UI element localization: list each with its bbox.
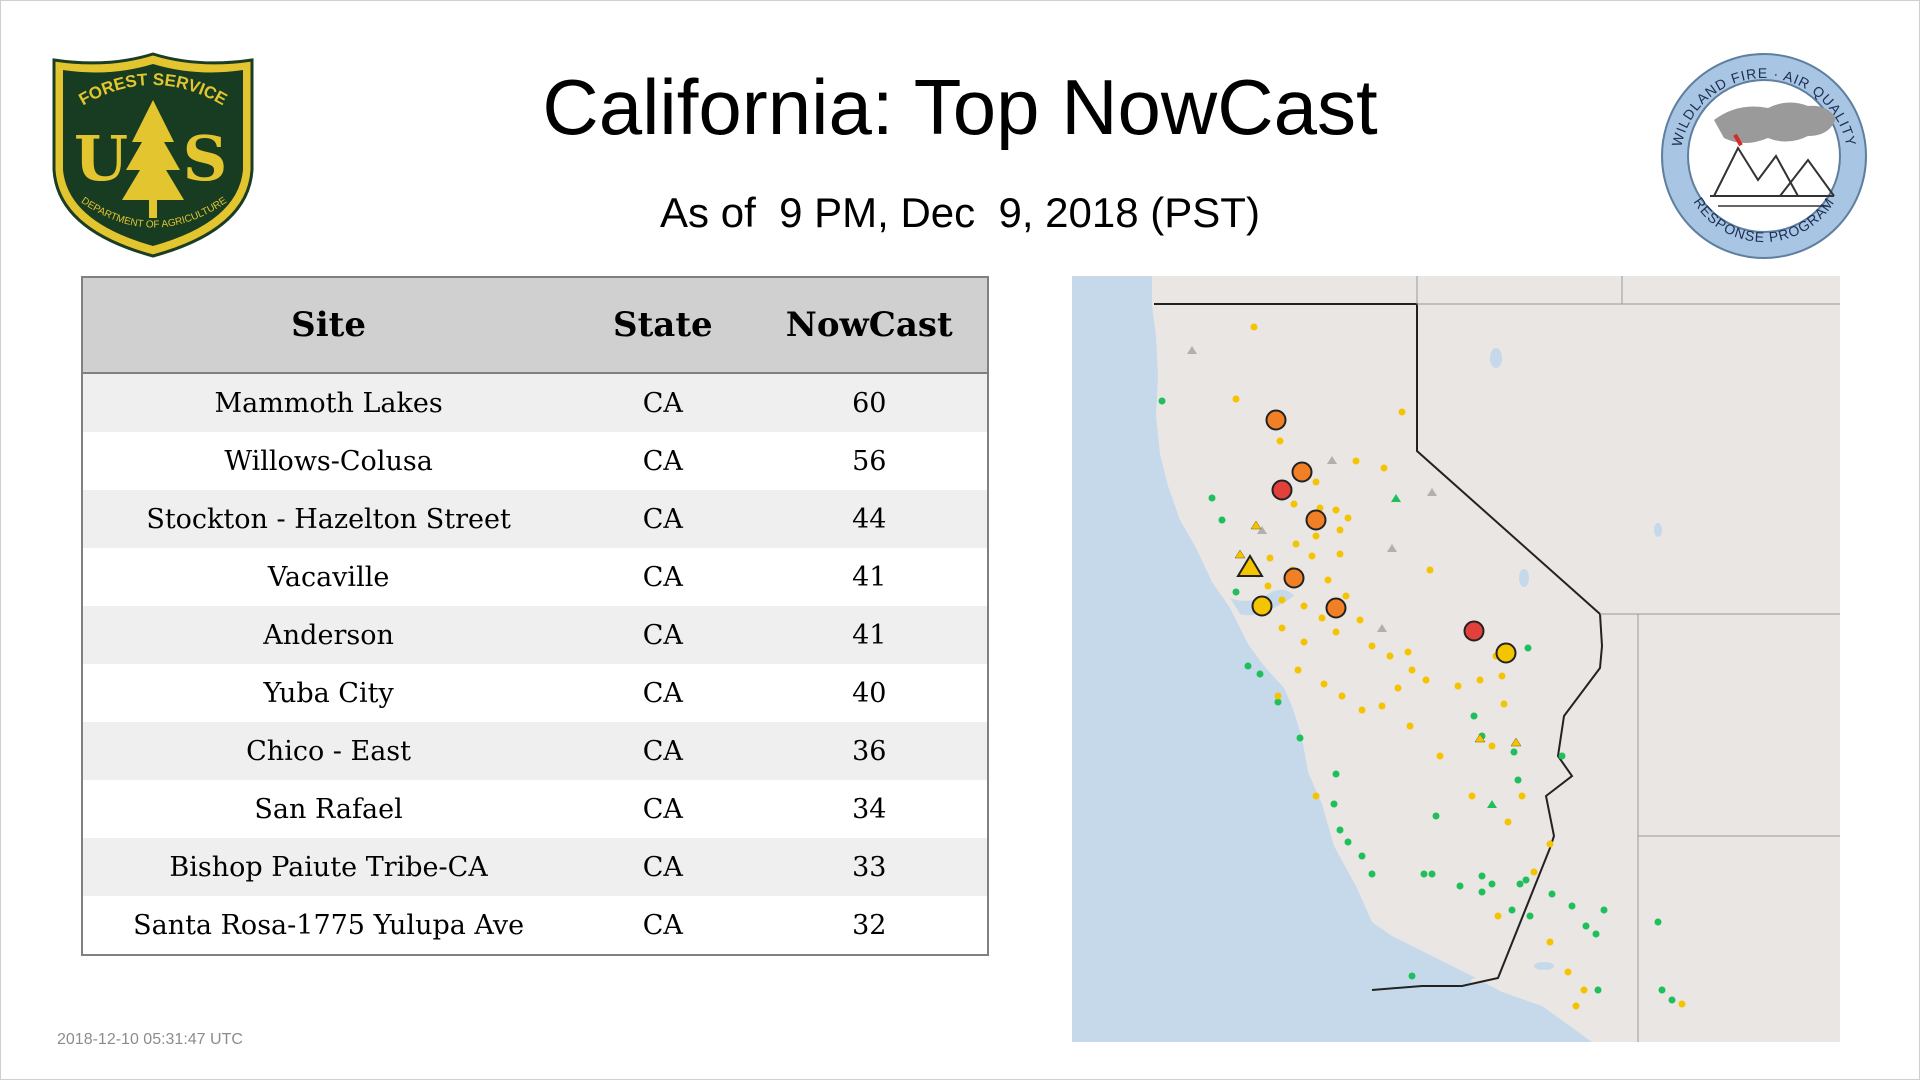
site-cell: Yuba City [83, 664, 575, 722]
table-row: Chico - East CA 36 [83, 722, 987, 780]
good-monitors [1158, 397, 1676, 1004]
svg-text:S: S [183, 122, 228, 195]
table-row: Willows-Colusa CA 56 [83, 432, 987, 490]
site-cell: Stockton - Hazelton Street [83, 490, 575, 548]
nowcast-table: Site State NowCast Mammoth Lakes CA 60 W… [81, 276, 989, 956]
table-row: Anderson CA 41 [83, 606, 987, 664]
site-cell: Mammoth Lakes [83, 373, 575, 432]
table-row: Yuba City CA 40 [83, 664, 987, 722]
table-row: Santa Rosa-1775 Yulupa Ave CA 32 [83, 896, 987, 954]
state-cell: CA [574, 490, 752, 548]
forest-service-logo: U S FOREST SERVICE DEPARTMENT OF AGRICUL… [52, 52, 254, 258]
wildland-fire-aq-logo: WILDLAND FIRE · AIR QUALITY RESPONSE PRO… [1661, 53, 1867, 259]
california-border [1154, 303, 1604, 991]
state-cell: CA [574, 373, 752, 432]
page-title: California: Top NowCast [542, 63, 1378, 151]
column-header-state: State [574, 278, 752, 374]
page-subtitle: As of 9 PM, Dec 9, 2018 (PST) [660, 189, 1260, 236]
table-header-row: Site State NowCast [83, 278, 987, 374]
site-cell: Chico - East [83, 722, 575, 780]
site-cell: Anderson [83, 606, 575, 664]
table-row: San Rafael CA 34 [83, 780, 987, 838]
site-cell: Vacaville [83, 548, 575, 606]
column-header-site: Site [83, 278, 575, 374]
column-header-nowcast: NowCast [751, 278, 987, 374]
state-cell: CA [574, 664, 752, 722]
site-cell: San Rafael [83, 780, 575, 838]
site-cell: Bishop Paiute Tribe-CA [83, 838, 575, 896]
table-row: Stockton - Hazelton Street CA 44 [83, 490, 987, 548]
table-row: Bishop Paiute Tribe-CA CA 33 [83, 838, 987, 896]
nowcast-cell: 60 [751, 373, 987, 432]
state-cell: CA [574, 896, 752, 954]
nowcast-cell: 40 [751, 664, 987, 722]
state-cell: CA [574, 838, 752, 896]
moderate-monitors [1232, 323, 1686, 1010]
svg-text:U: U [74, 122, 128, 195]
nowcast-cell: 33 [751, 838, 987, 896]
nowcast-cell: 34 [751, 780, 987, 838]
california-aq-map [1072, 276, 1840, 1042]
generated-timestamp: 2018-12-10 05:31:47 UTC [57, 1031, 243, 1048]
nowcast-cell: 56 [751, 432, 987, 490]
state-cell: CA [574, 432, 752, 490]
site-cell: Santa Rosa-1775 Yulupa Ave [83, 896, 575, 954]
table-row: Vacaville CA 41 [83, 548, 987, 606]
nowcast-cell: 41 [751, 606, 987, 664]
state-cell: CA [574, 548, 752, 606]
state-cell: CA [574, 722, 752, 780]
state-cell: CA [574, 780, 752, 838]
nowcast-cell: 36 [751, 722, 987, 780]
site-cell: Willows-Colusa [83, 432, 575, 490]
table-row: Mammoth Lakes CA 60 [83, 373, 987, 432]
top-sites-markers [1236, 409, 1517, 664]
nowcast-cell: 41 [751, 548, 987, 606]
nowcast-cell: 32 [751, 896, 987, 954]
state-cell: CA [574, 606, 752, 664]
nowcast-cell: 44 [751, 490, 987, 548]
